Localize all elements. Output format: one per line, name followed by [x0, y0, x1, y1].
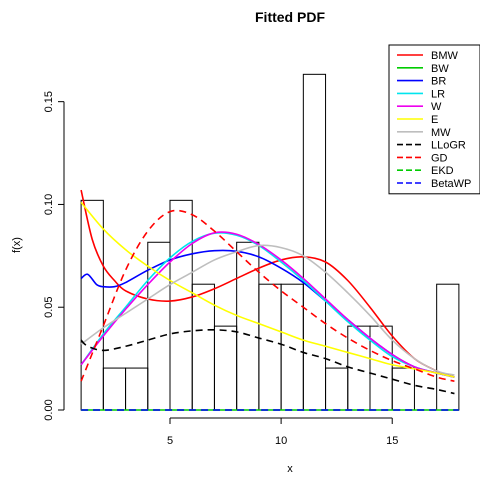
histogram-bar	[258, 283, 282, 411]
legend-label-gd: GD	[431, 152, 448, 164]
x-tick-label: 15	[386, 435, 398, 447]
histogram-bar	[325, 367, 349, 411]
y-tick-label: 0.05	[43, 297, 55, 318]
legend-label-lr: LR	[431, 88, 445, 100]
y-tick-label: 0.15	[43, 91, 55, 112]
series-line-mw	[80, 244, 455, 376]
x-tick-label: 10	[275, 435, 287, 447]
histogram-bar	[280, 283, 304, 411]
legend-label-bw: BW	[431, 63, 449, 75]
legend-label-e: E	[431, 114, 438, 126]
legend-label-br: BR	[431, 76, 446, 88]
y-tick-label: 0.10	[43, 194, 55, 215]
x-axis-label: x	[287, 463, 293, 475]
histogram-bar	[391, 367, 415, 411]
axes: 5 10 15 0.00 0.05 0.10 0.15	[43, 91, 398, 447]
series-line-llogr	[80, 328, 455, 395]
histogram-bar	[236, 241, 260, 411]
legend-label-mw: MW	[431, 127, 451, 139]
histogram-bar	[169, 199, 193, 411]
legend-label-ekd: EKD	[431, 165, 454, 177]
histogram-bar	[125, 367, 149, 411]
histogram-bar	[369, 325, 393, 411]
histogram-bar	[213, 325, 238, 411]
chart-title: Fitted PDF	[255, 9, 325, 25]
histogram-bar	[436, 283, 460, 411]
legend-label-betawp: BetaWP	[431, 178, 471, 190]
legend-label-llogr: LLoGR	[431, 140, 466, 152]
series-line-gd	[80, 209, 455, 383]
legend-label-bmw: BMW	[431, 50, 459, 62]
series-line-w	[80, 231, 455, 378]
histogram-bar	[102, 367, 127, 411]
y-axis-label: f(x)	[11, 237, 23, 253]
series-line-e	[80, 201, 455, 378]
histogram-bar	[147, 241, 171, 411]
legend-label-w: W	[431, 101, 442, 113]
fitted-curves	[80, 189, 459, 411]
x-tick-label: 5	[167, 435, 173, 447]
series-line-lr	[80, 232, 455, 378]
y-tick-label: 0.00	[43, 399, 55, 420]
histogram-bar	[80, 199, 104, 411]
series-line-bmw	[80, 189, 455, 378]
histogram-bar	[302, 73, 327, 411]
